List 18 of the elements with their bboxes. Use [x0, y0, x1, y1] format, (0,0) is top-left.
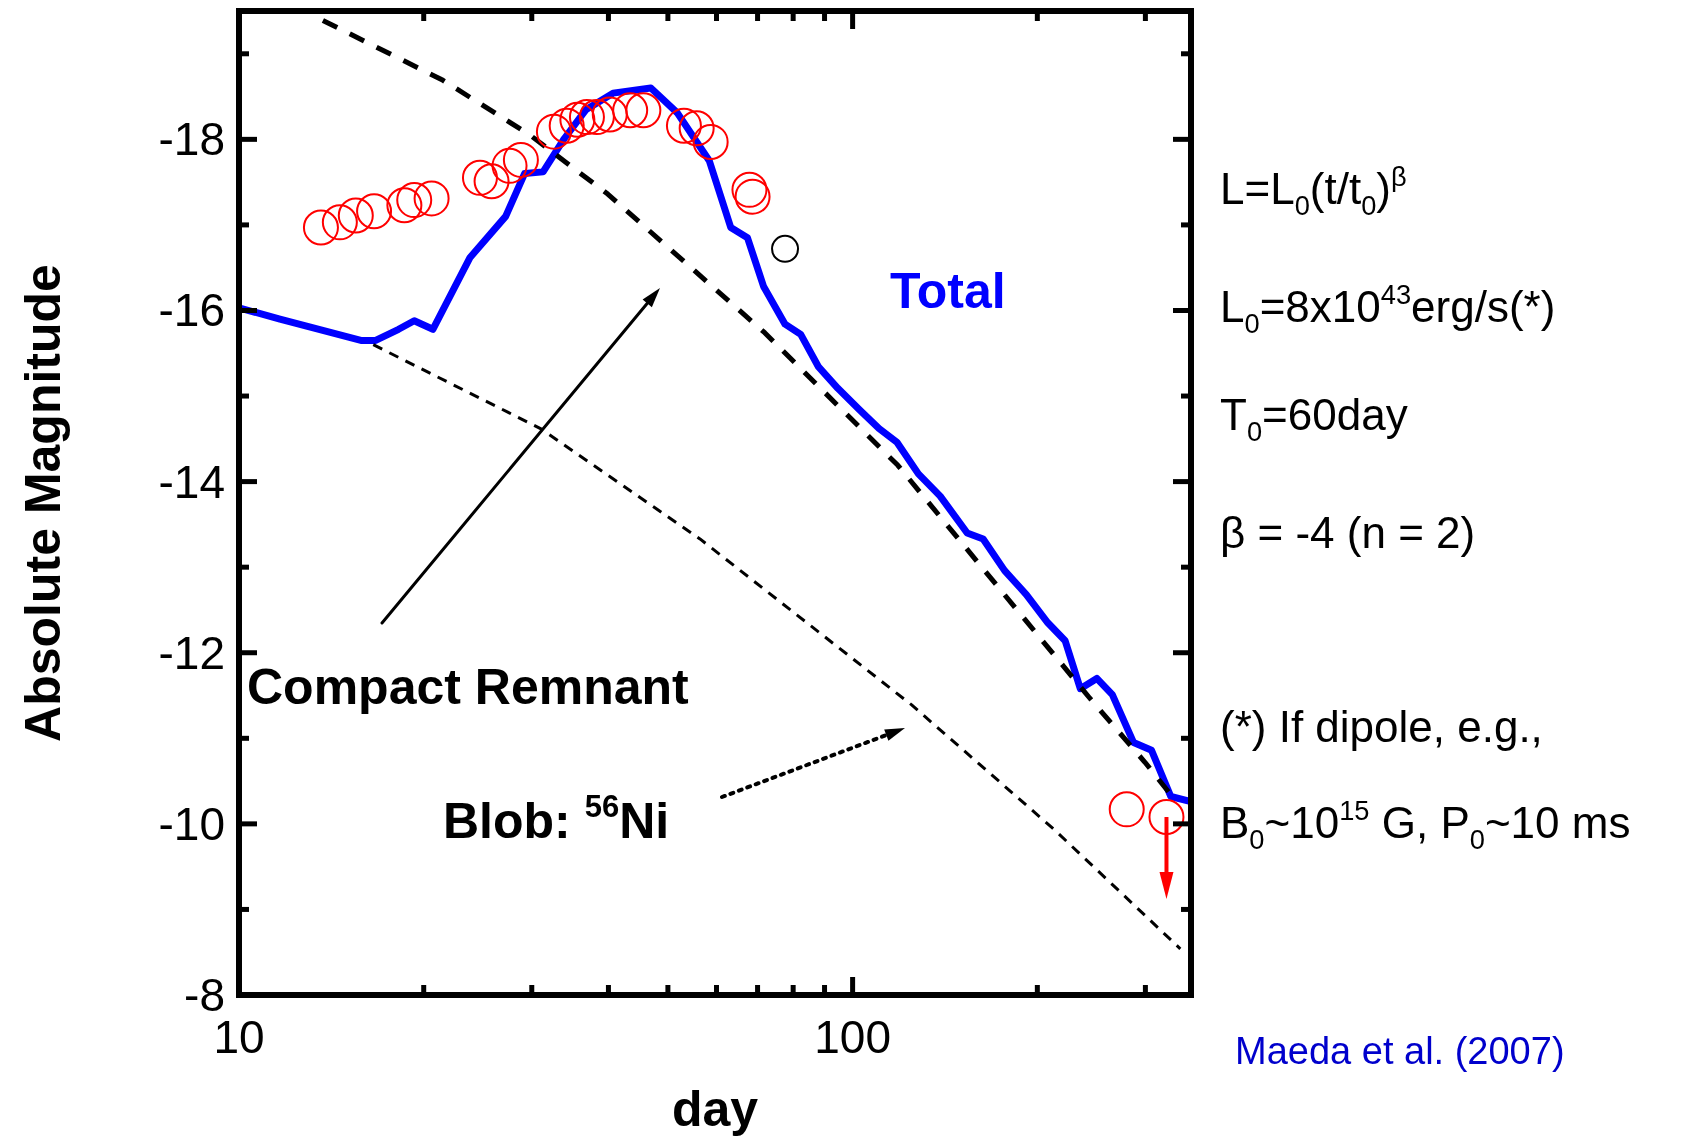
- series-label: Total: [890, 263, 1006, 319]
- y-axis-title: Absolute Magnitude: [15, 264, 71, 742]
- x-axis-title: day: [671, 1081, 759, 1137]
- text: L=L$_{0}$(t/t$_{0}$)$^{β}$: [1220, 160, 1407, 221]
- y-tick-label: -16: [158, 284, 225, 337]
- text: (*) If dipole, e.g.,: [1220, 702, 1543, 751]
- annotation: Compact Remnant: [247, 659, 690, 715]
- y-tick-label: -10: [158, 797, 225, 850]
- text: L$_{0}$=8x10$^{43}$erg/s(*): [1220, 278, 1556, 339]
- text: B$_{0}$~10$^{15}$ G, P$_{0}$~10 ms: [1220, 794, 1631, 855]
- text: T$_{0}$=60day: [1220, 390, 1408, 447]
- text: β = -4 (n = 2): [1220, 508, 1476, 557]
- annotation: Blob: $^{56}$Ni: [443, 789, 670, 849]
- y-tick-label: -18: [158, 113, 225, 166]
- y-tick-label: -12: [158, 626, 225, 679]
- x-tick-label: 100: [814, 1011, 891, 1063]
- text: Maeda et al. (2007): [1235, 1030, 1565, 1072]
- y-tick-label: -14: [158, 455, 225, 508]
